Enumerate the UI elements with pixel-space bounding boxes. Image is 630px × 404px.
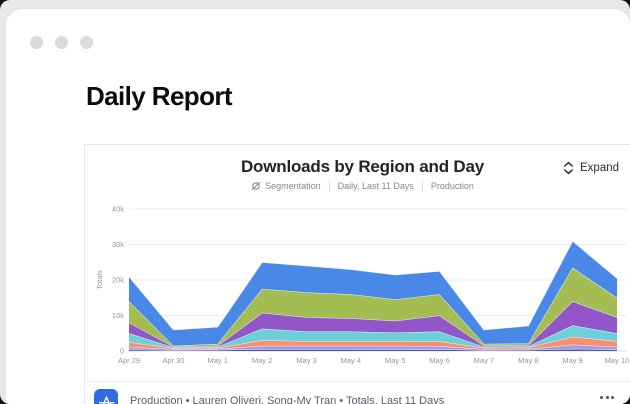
svg-text:30k: 30k bbox=[112, 240, 124, 249]
svg-text:0: 0 bbox=[120, 347, 124, 356]
svg-text:May 9: May 9 bbox=[562, 356, 582, 365]
svg-text:May 4: May 4 bbox=[341, 356, 361, 365]
svg-text:May 3: May 3 bbox=[296, 356, 316, 365]
segmentation-label: Segmentation bbox=[265, 181, 321, 191]
meta-divider bbox=[328, 181, 330, 191]
unfold-icon bbox=[563, 161, 574, 175]
environment-label: Production bbox=[430, 181, 474, 191]
window-controls bbox=[30, 36, 93, 49]
chart-meta-row: Segmentation Daily, Last 11 Days Product… bbox=[85, 181, 630, 191]
expand-label: Expand bbox=[580, 162, 620, 174]
report-window: Daily Report Downloads by Region and Day… bbox=[6, 9, 630, 404]
svg-text:May 5: May 5 bbox=[385, 356, 405, 365]
downloads-chart-svg: 0 10k 20k 30k 40k Totals Apr 29 Apr 30 May 1 May … bbox=[95, 205, 630, 365]
svg-text:May 8: May 8 bbox=[518, 356, 538, 365]
window-control-dot bbox=[55, 36, 68, 49]
report-card: Downloads by Region and Day Expand bbox=[84, 144, 630, 404]
ellipsis-icon bbox=[611, 396, 614, 399]
footer-description: Production • Lauren Oliveri, Song-My Tra… bbox=[130, 395, 445, 404]
svg-text:Totals: Totals bbox=[95, 270, 104, 290]
card-footer: Production • Lauren Oliveri, Song-My Tra… bbox=[85, 381, 630, 404]
page-title: Daily Report bbox=[86, 81, 233, 111]
segmentation-meta: Segmentation bbox=[251, 181, 321, 191]
window-control-dot bbox=[80, 36, 93, 49]
segmentation-icon bbox=[251, 181, 261, 191]
svg-text:20k: 20k bbox=[112, 276, 124, 285]
svg-text:May 2: May 2 bbox=[252, 356, 272, 365]
svg-text:10k: 10k bbox=[112, 311, 124, 320]
svg-text:May 10: May 10 bbox=[605, 356, 630, 365]
ellipsis-icon bbox=[605, 396, 609, 399]
svg-text:40k: 40k bbox=[112, 205, 124, 214]
svg-text:Apr 29: Apr 29 bbox=[118, 356, 140, 365]
meta-divider bbox=[421, 181, 423, 191]
svg-text:May 6: May 6 bbox=[429, 356, 449, 365]
date-range-label: Daily, Last 11 Days bbox=[337, 181, 414, 191]
amplitude-logo-icon bbox=[94, 389, 118, 404]
svg-text:May 7: May 7 bbox=[474, 356, 494, 365]
ellipsis-icon bbox=[600, 396, 603, 399]
svg-text:Apr 30: Apr 30 bbox=[162, 356, 184, 365]
chart-title: Downloads by Region and Day bbox=[240, 157, 485, 176]
expand-button[interactable]: Expand bbox=[563, 161, 619, 175]
chart-area[interactable]: 0 10k 20k 30k 40k Totals Apr 29 Apr 30 May 1 May … bbox=[87, 201, 630, 369]
footer-menu-button[interactable] bbox=[596, 392, 618, 403]
svg-text:May 1: May 1 bbox=[207, 356, 227, 365]
window-control-dot bbox=[30, 36, 43, 49]
